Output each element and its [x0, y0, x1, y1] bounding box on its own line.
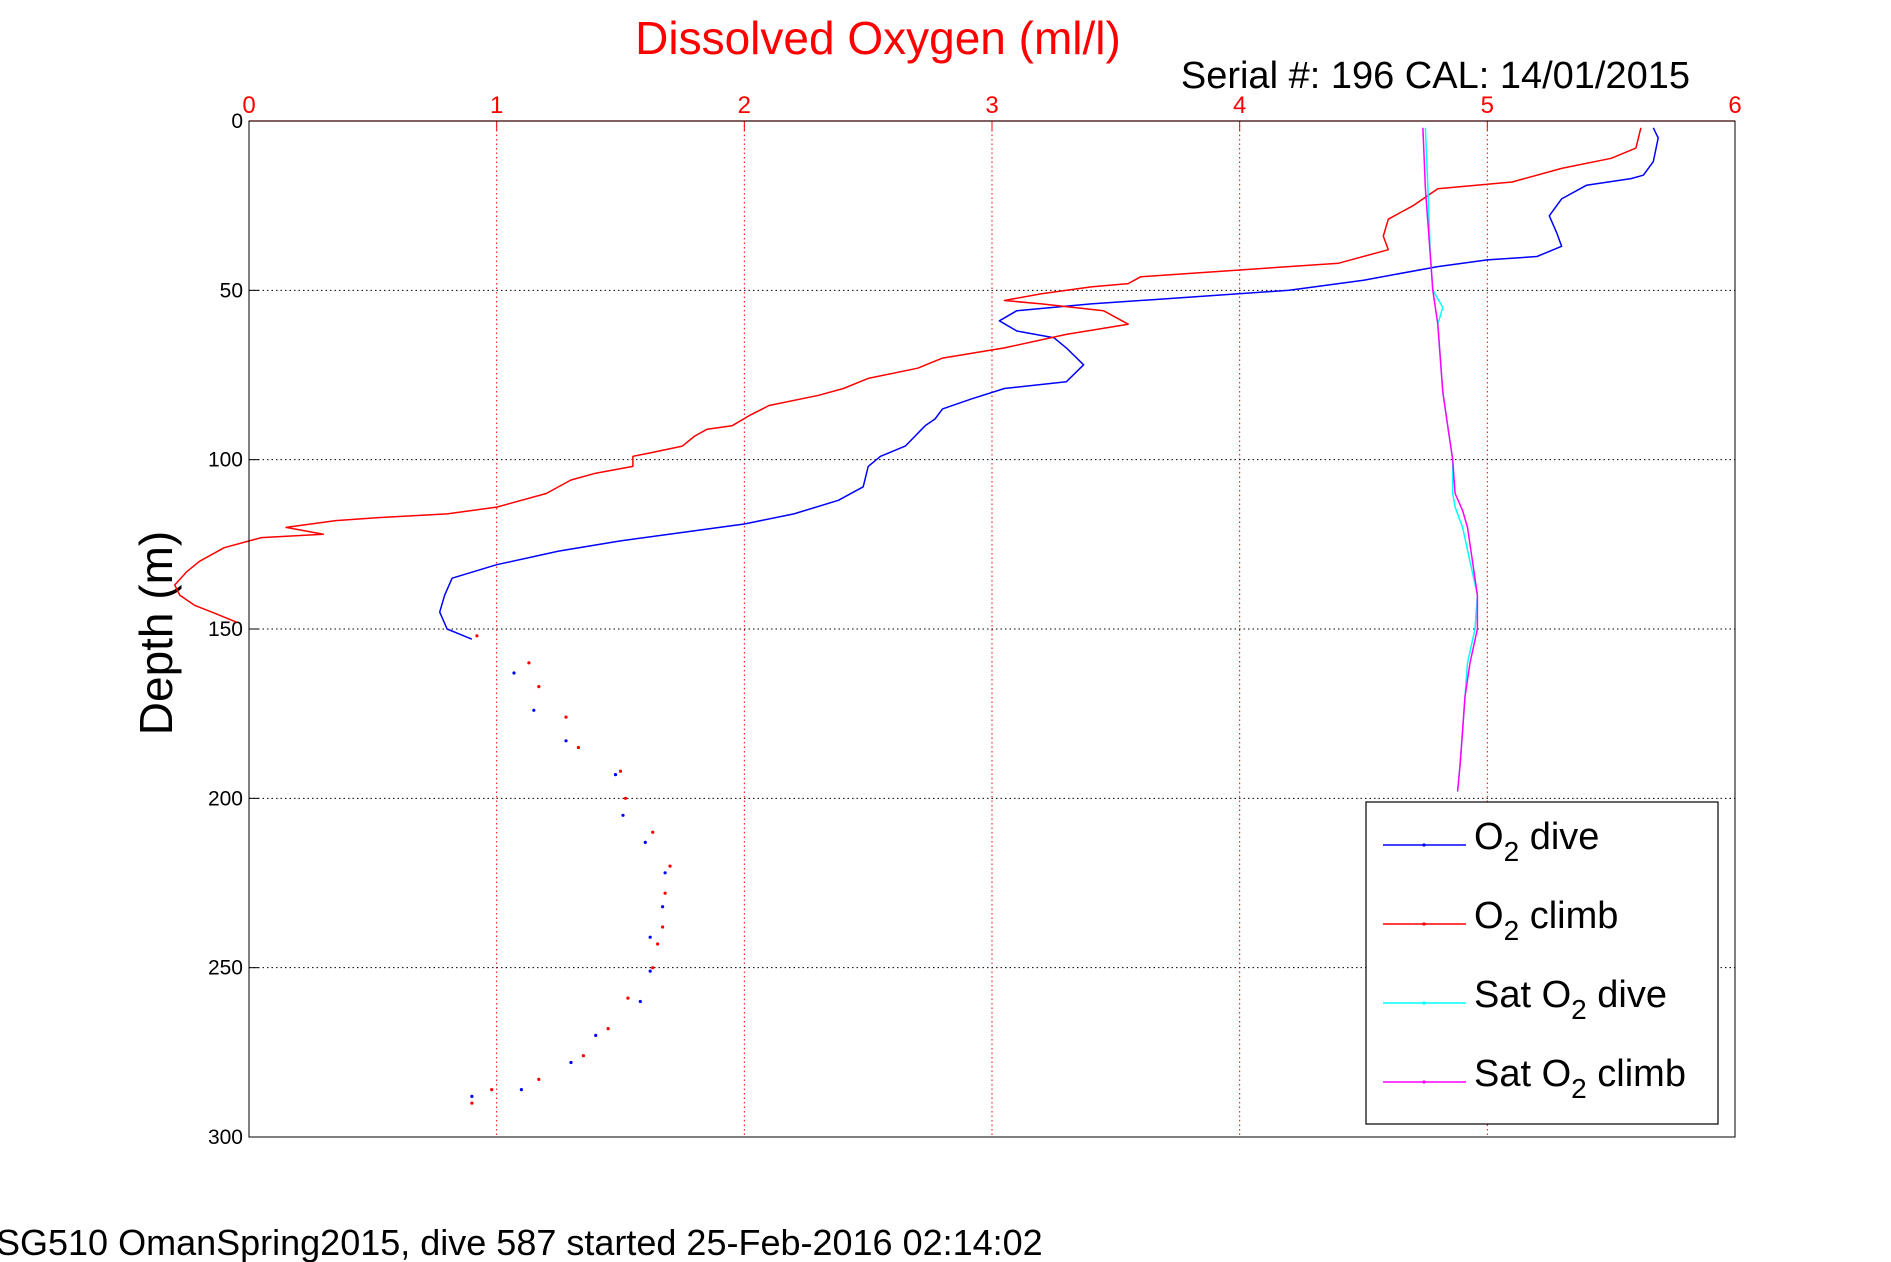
- series-o2_dive: [438, 127, 1659, 1098]
- x-tick-label: 1: [490, 92, 503, 119]
- series-sat_climb: [1422, 127, 1479, 792]
- data-point: [470, 1101, 474, 1105]
- y-tick-label: 250: [208, 957, 243, 980]
- data-point: [651, 830, 655, 834]
- legend-marker: [1422, 1001, 1426, 1005]
- series-line: [173, 127, 1642, 623]
- legend-label: O2 climb: [1474, 895, 1618, 946]
- data-point: [569, 1060, 573, 1065]
- x-tick-label: 6: [1728, 92, 1741, 119]
- data-point: [651, 966, 655, 970]
- legend-marker: [1422, 843, 1426, 847]
- data-point: [537, 1077, 541, 1081]
- data-point: [626, 996, 630, 1000]
- data-point: [581, 1054, 586, 1058]
- data-point: [668, 864, 672, 868]
- data-point: [661, 925, 665, 929]
- data-point: [606, 1027, 610, 1031]
- x-tick-label: 5: [1481, 92, 1494, 119]
- data-point: [618, 769, 623, 773]
- data-point: [470, 1094, 474, 1098]
- data-point: [564, 715, 568, 719]
- data-point: [475, 634, 479, 638]
- chart-subtitle: Serial #: 196 CAL: 14/01/2015: [1181, 55, 1690, 97]
- x-tick-label: 4: [1233, 92, 1246, 119]
- data-point: [643, 840, 647, 845]
- data-point: [648, 935, 652, 939]
- legend-label: O2 dive: [1474, 816, 1599, 867]
- data-point: [621, 813, 625, 817]
- data-point: [532, 708, 536, 712]
- data-point: [623, 796, 628, 800]
- data-point: [537, 685, 541, 689]
- data-point: [512, 671, 516, 675]
- y-tick-label: 300: [208, 1126, 243, 1149]
- data-point: [519, 1088, 524, 1092]
- data-point: [594, 1033, 598, 1037]
- footer-caption: SG510 OmanSpring2015, dive 587 started 2…: [0, 1222, 1043, 1262]
- data-point: [613, 773, 618, 777]
- data-point: [656, 942, 660, 946]
- series-line: [438, 127, 1659, 640]
- x-tick-label: 3: [985, 92, 998, 119]
- x-tick-label: 2: [738, 92, 751, 119]
- data-point: [648, 969, 652, 973]
- data-point: [663, 871, 667, 875]
- series-o2_climb: [173, 127, 1642, 1105]
- data-point: [527, 661, 531, 665]
- legend-item: O2 dive: [1383, 816, 1599, 867]
- y-tick-label: 200: [208, 787, 243, 810]
- y-tick-label: 0: [231, 110, 243, 133]
- legend-label: Sat O2 climb: [1474, 1053, 1686, 1104]
- data-point: [663, 891, 667, 895]
- data-point: [661, 905, 665, 909]
- legend-item: O2 climb: [1383, 895, 1618, 946]
- legend-box: [1365, 801, 1719, 1125]
- chart-title: Dissolved Oxygen (ml/l): [635, 12, 1121, 64]
- plot-frame: [248, 120, 1736, 1138]
- y-tick-label: 100: [208, 449, 243, 472]
- legend: O2 dive O2 climb Sat O2 dive Sat O2 climb: [1365, 801, 1719, 1125]
- series-sat_dive: [1424, 127, 1479, 792]
- y-tick-label: 50: [220, 279, 243, 302]
- data-point: [564, 739, 568, 743]
- legend-marker: [1422, 922, 1426, 926]
- y-tick-label: 150: [208, 618, 243, 641]
- legend-item: Sat O2 climb: [1383, 1053, 1686, 1104]
- data-point: [638, 999, 642, 1004]
- grid: [249, 121, 1735, 1137]
- y-axis-label: Depth (m): [130, 531, 182, 735]
- series-line: [1422, 127, 1479, 792]
- data-point: [576, 745, 581, 750]
- series-line: [1424, 127, 1479, 792]
- data-point: [490, 1088, 494, 1092]
- x-tick-label: 0: [242, 92, 255, 119]
- legend-item: Sat O2 dive: [1383, 974, 1667, 1025]
- legend-label: Sat O2 dive: [1474, 974, 1667, 1025]
- data-series: [173, 127, 1659, 1105]
- legend-marker: [1422, 1080, 1426, 1084]
